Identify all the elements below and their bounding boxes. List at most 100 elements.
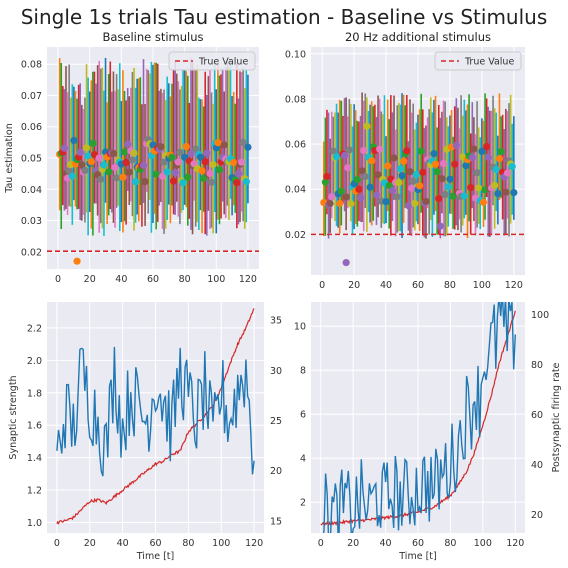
- trial-point: [393, 193, 401, 201]
- synaptic-strength-line: [320, 310, 516, 527]
- panel-strength-baseline: 0 20 40 60 80 100 120 1.0 1.2 1.4 1.6 1.8 2.0 2.2 Time…: [8, 302, 282, 562]
- trial-point: [120, 148, 129, 156]
- trial-point: [130, 149, 138, 157]
- y-tick-label: 0.06: [285, 140, 306, 151]
- trial-point: [484, 153, 492, 161]
- trial-point: [157, 143, 165, 151]
- y-tick-label: 0.03: [21, 216, 42, 227]
- y2-tick-label: 35: [270, 316, 282, 327]
- x-tick-label: 60: [412, 280, 424, 291]
- trial-point: [404, 201, 413, 210]
- trial-point: [408, 184, 416, 192]
- trial-point: [326, 199, 334, 208]
- trial-point: [171, 169, 179, 177]
- trial-point: [176, 148, 184, 156]
- y-tick-label: 0.02: [21, 247, 42, 258]
- legend-box: [434, 51, 522, 71]
- trial-point: [82, 144, 91, 152]
- trial-point: [60, 144, 69, 152]
- trial-point: [412, 170, 421, 179]
- x-tick-label: 80: [182, 538, 194, 549]
- y-tick-label: 1.4: [27, 453, 42, 464]
- y2-tick-label: 25: [270, 416, 282, 427]
- trial-point: [415, 182, 424, 190]
- x-tick-label: 40: [115, 274, 127, 285]
- y2-tick-label: 30: [270, 366, 282, 377]
- x-tick-label: 0: [319, 280, 325, 291]
- firing-rate-line: [322, 302, 516, 533]
- legend-label: True Value: [198, 57, 248, 68]
- x-tick-label: 40: [380, 538, 392, 549]
- trial-point: [230, 158, 238, 167]
- x-tick-label: 100: [474, 538, 492, 549]
- y2-axis-label: Postsynaptic firing rate: [551, 362, 562, 472]
- x-tick-label: 40: [380, 280, 392, 291]
- trial-point: [239, 138, 247, 147]
- trial-point: [200, 174, 208, 182]
- trial-point: [95, 154, 103, 162]
- trial-point: [356, 194, 365, 202]
- trial-point: [329, 147, 337, 155]
- trial-point: [411, 199, 419, 208]
- trial-point: [160, 158, 168, 166]
- firing-rate-line: [56, 346, 255, 477]
- trial-point: [510, 188, 518, 197]
- trial-point: [388, 187, 397, 195]
- panel-strength-stimulus: 0 20 40 60 80 100 120 2 4 6 8 10 Time [t] 20 40 60 80 100…: [294, 302, 562, 562]
- y2-tick-label: 20: [531, 510, 543, 521]
- trial-point: [209, 160, 217, 169]
- outlier-point: [73, 257, 81, 265]
- trial-point: [444, 183, 452, 191]
- trial-point: [478, 147, 486, 155]
- y-tick-label: 0.05: [21, 154, 42, 165]
- trial-point: [163, 168, 171, 176]
- trial-point: [109, 149, 118, 158]
- trial-point: [84, 152, 92, 160]
- trial-point: [502, 188, 510, 196]
- x-tick-label: 80: [444, 280, 456, 291]
- legend-label: True Value: [464, 57, 514, 68]
- trial-point: [462, 162, 470, 170]
- trial-point: [446, 175, 454, 183]
- x-tick-label: 0: [54, 538, 60, 549]
- trial-point: [467, 183, 475, 192]
- y-tick-label: 4: [300, 454, 306, 465]
- trial-point: [353, 175, 361, 184]
- trial-point: [215, 166, 224, 174]
- y-tick-label: 1.0: [27, 518, 42, 529]
- trial-point: [158, 172, 167, 180]
- trial-point: [384, 162, 392, 170]
- figure-title: Single 1s trials Tau estimation - Baseli…: [21, 5, 548, 29]
- x-tick-label: 0: [55, 274, 61, 285]
- y2-tick-label: 80: [531, 360, 543, 371]
- x-tick-label: 0: [318, 538, 324, 549]
- trial-point: [470, 145, 478, 153]
- trial-point: [431, 160, 440, 168]
- y-tick-label: 0.07: [21, 91, 42, 102]
- y-tick-label: 0.02: [285, 230, 306, 241]
- trial-point: [366, 183, 374, 191]
- y-tick-label: 2.2: [27, 323, 42, 334]
- trial-point: [340, 151, 349, 160]
- trial-point: [81, 166, 89, 175]
- legend-box: [168, 51, 256, 71]
- x-tick-label: 120: [505, 280, 523, 291]
- estimate-points: [56, 136, 252, 265]
- trial-point: [323, 172, 331, 181]
- trial-point: [206, 169, 214, 178]
- y-tick-label: 1.6: [27, 421, 42, 432]
- trial-point: [97, 175, 105, 183]
- trial-point: [479, 198, 488, 206]
- trial-point: [201, 158, 209, 166]
- trial-point: [342, 193, 350, 201]
- trial-point: [336, 199, 344, 208]
- y-axis-label: Tau estimation: [4, 123, 15, 194]
- trial-point: [169, 177, 178, 185]
- trial-point: [111, 163, 119, 172]
- trial-point: [396, 165, 405, 173]
- y-tick-label: 2: [300, 498, 306, 509]
- x-axis-label: Time [t]: [136, 551, 174, 562]
- x-tick-label: 120: [245, 538, 263, 549]
- trial-point: [105, 168, 113, 176]
- x-tick-label: 120: [239, 274, 257, 285]
